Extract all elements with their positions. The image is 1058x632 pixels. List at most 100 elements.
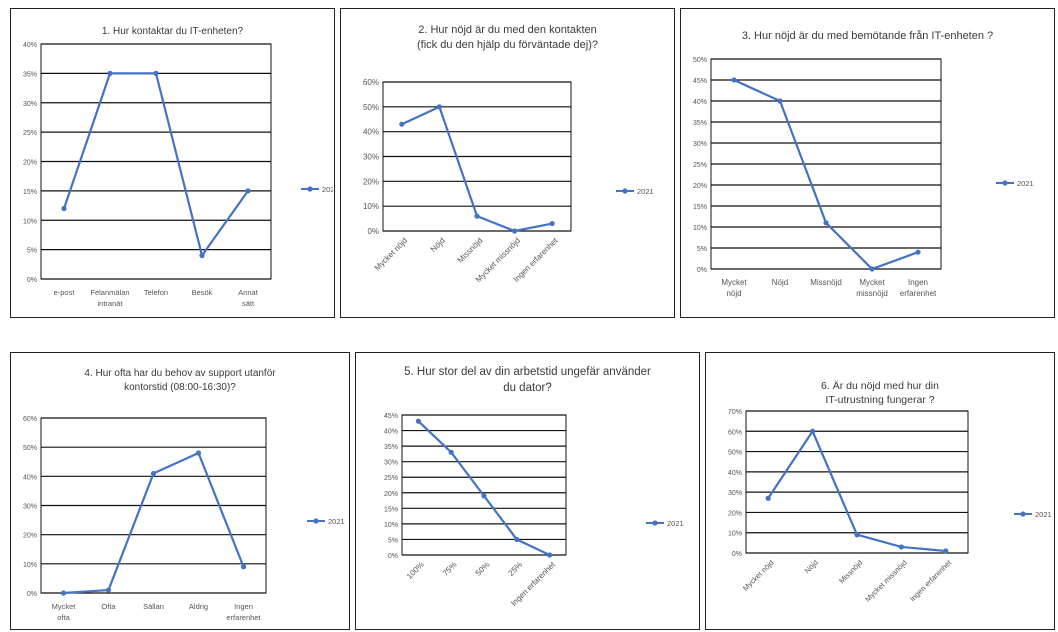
chart-title-line: (fick du den hjälp du förväntade dej)? [416,38,598,51]
y-tick-label: 35% [23,71,37,78]
y-tick-label: 5% [697,246,707,253]
line-chart: 0% 5% 10% 15% 20% 25% 30% 35% 40% 45% 50% Mycket nöj… [693,57,1034,298]
chart-title: 4. Hur ofta har du behov av support utan… [11,367,349,394]
data-point [810,428,816,434]
series-line [417,420,551,556]
x-tick-label: Missnöjd [456,236,485,265]
chart-panel-6: 6. Är du nöjd med hur din IT-utrustning f… [705,352,1055,630]
y-tick-label: 15% [384,506,398,513]
data-point [854,532,860,538]
chart-title: 2. Hur nöjd är du med den kontakten (fick… [341,23,674,53]
y-tick-label: 10% [23,562,37,569]
x-tick-label: Mycket missnöjd [856,278,888,298]
data-point [61,205,67,212]
chart-panel-3: 3. Hur nöjd är du med bemötande från IT-… [680,8,1055,318]
data-point [869,266,875,272]
x-tick-label: Mycket nöjd [741,558,776,593]
chart-title: 5. Hur stor del av din arbetstid ungefär… [356,365,699,396]
chart-title-line: IT-utrustning fungerar ? [825,394,935,407]
x-tick-label: 100% [405,560,426,581]
y-tick-label: 40% [23,474,37,481]
y-tick-label: 0% [27,277,37,284]
legend: 2021 [616,187,654,196]
line-chart: 0% 10% 20% 30% 40% 50% 60% Mycket nöjd Nöjd Missn… [363,78,654,284]
line-chart: 0% 10% 20% 30% 40% 50% 60% Mycket ofta Ofta Sällan… [23,416,345,622]
x-tick-label: Annat sätt [238,288,259,308]
legend-label: 2021 [322,185,333,194]
y-tick-label: 30% [23,101,37,108]
x-tick-label: Sällan [143,602,164,611]
data-point [547,552,553,558]
data-point [777,98,783,104]
x-tick-label: e-post [54,288,76,297]
x-tick-label: Nöjd [803,558,820,575]
legend: 2021 [1014,510,1052,519]
legend-label: 2021 [637,187,654,196]
legend-label: 2021 [667,519,684,528]
data-point [399,121,405,127]
line-chart: 0% 5% 10% 15% 20% 25% 30% 35% 40% e-post Felanmäla… [23,42,333,308]
y-tick-label: 70% [728,409,742,416]
y-tick-label: 30% [363,153,379,162]
y-tick-label: 40% [23,42,37,49]
chart-title-line: 5. Hur stor del av din arbetstid ungefär… [404,366,651,378]
legend-marker [307,186,313,192]
y-tick-label: 20% [363,177,379,186]
line-chart: 0% 5% 10% 15% 20% 25% 30% 35% 40% 45% 100% 75% 50% 25… [384,413,684,608]
x-tick-label: Besök [192,288,213,297]
y-tick-label: 35% [384,444,398,451]
y-tick-label: 15% [23,189,37,196]
y-tick-label: 0% [388,553,398,560]
y-tick-label: 60% [728,429,742,436]
chart-title-line: du dator? [503,381,552,394]
data-point [549,220,555,227]
y-tick-label: 45% [693,78,707,85]
data-point [195,450,202,456]
legend: 2021 [996,179,1034,188]
chart-title-line: 2. Hur nöjd är du med den kontakten [418,24,597,36]
y-tick-label: 30% [693,141,707,148]
chart-title-line: 6. Är du nöjd med hur din [821,380,939,392]
y-tick-label: 20% [23,533,37,540]
data-point [245,188,251,194]
x-tick-label: Missnöjd [810,278,842,287]
y-tick-label: 40% [693,99,707,106]
x-tick-label: 75% [441,560,459,578]
y-tick-label: 10% [693,225,707,232]
x-tick-label: 25% [507,560,525,578]
data-point [823,220,829,226]
y-tick-label: 10% [363,202,379,211]
data-point [915,249,921,255]
data-point [943,548,949,554]
y-tick-label: 20% [728,510,742,517]
legend-marker [1002,180,1008,186]
chart-title-line: kontorstid (08:00-16:30)? [124,381,236,393]
legend-marker [1020,511,1026,517]
legend-label: 2021 [1017,179,1034,188]
data-point [765,495,771,501]
y-tick-label: 20% [693,183,707,190]
data-point [898,544,904,550]
x-tick-label: 50% [474,560,492,578]
x-tick-label: Mycket missnöjd [863,558,909,604]
y-tick-label: 40% [728,470,742,477]
legend-marker [652,520,658,526]
y-tick-label: 45% [384,413,398,420]
plot-area [401,414,567,556]
data-point [514,536,520,543]
chart-title-line: 4. Hur ofta har du behov av support utan… [84,368,276,379]
y-tick-label: 60% [23,416,37,423]
y-tick-label: 50% [363,103,379,112]
y-tick-label: 0% [27,591,37,598]
x-tick-label: Ingen erfarenhet [226,602,261,622]
x-tick-label: Mycket ofta [52,602,77,622]
y-tick-label: 50% [728,450,742,457]
x-tick-label: Felanmälan intranät [90,288,129,308]
y-tick-label: 10% [728,531,742,538]
legend-label: 2021 [328,517,345,526]
x-tick-label: Ofta [101,602,116,611]
series-line [401,105,553,233]
data-point [448,449,454,455]
data-point [153,70,159,76]
data-point [415,418,421,424]
